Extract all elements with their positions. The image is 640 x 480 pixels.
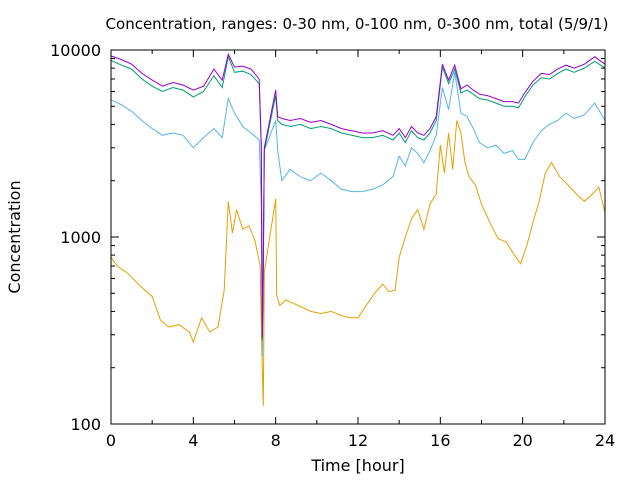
x-tick-label: 8 [271, 431, 281, 450]
x-tick-label: 0 [106, 431, 116, 450]
x-tick-label: 4 [188, 431, 198, 450]
chart-title: Concentration, ranges: 0-30 nm, 0-100 nm… [106, 15, 609, 33]
x-axis-label: Time [hour] [310, 456, 404, 475]
x-tick-label: 12 [348, 431, 368, 450]
y-tick-label: 10000 [50, 41, 101, 60]
series-line-1 [110, 120, 606, 406]
x-tick-label: 24 [595, 431, 615, 450]
plot-frame [110, 49, 606, 425]
y-tick-label: 1000 [60, 228, 101, 247]
x-tick-label: 20 [512, 431, 532, 450]
series-line-4 [110, 52, 606, 338]
axis-ticks [110, 49, 606, 425]
y-tick-label: 100 [70, 415, 101, 434]
series-layer [110, 52, 606, 406]
series-line-3 [110, 55, 606, 341]
axis-tick-labels: 0 4 8 12 16 20 24 100 1000 10000 [50, 41, 615, 450]
y-axis-label: Concentration [5, 180, 24, 293]
series-line-2 [110, 72, 606, 357]
x-tick-label: 16 [430, 431, 450, 450]
